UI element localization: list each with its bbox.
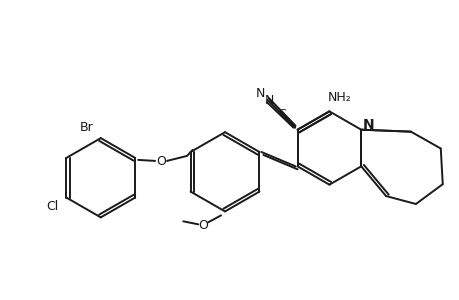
Text: N: N [264, 94, 274, 107]
Text: O: O [156, 155, 166, 168]
Text: C: C [278, 109, 286, 119]
Text: Cl: Cl [46, 200, 58, 213]
Text: O: O [198, 219, 207, 232]
Text: N: N [256, 86, 265, 100]
Text: N: N [362, 118, 373, 132]
Text: NH₂: NH₂ [327, 91, 351, 104]
Text: Br: Br [80, 121, 94, 134]
